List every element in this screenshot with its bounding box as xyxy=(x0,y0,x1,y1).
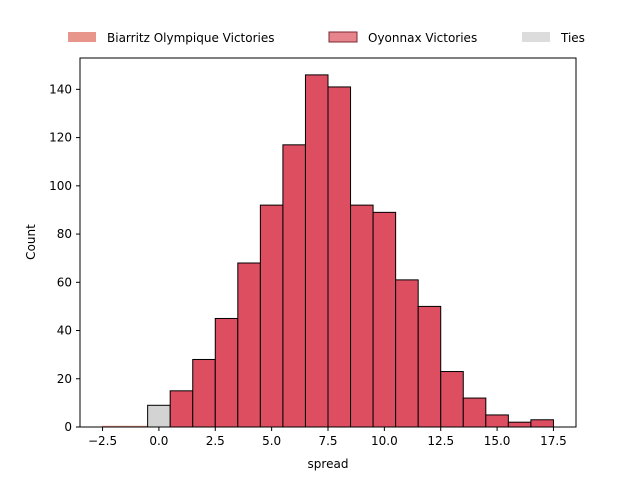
bar xyxy=(282,144,306,428)
y-tick-label: 60 xyxy=(57,275,72,289)
bar xyxy=(440,371,464,428)
legend: Biarritz Olympique Victories Oyonnax Vict… xyxy=(68,31,585,45)
x-axis-label: spread xyxy=(308,457,349,471)
x-tick-label: 2.5 xyxy=(206,434,225,448)
legend-label: Biarritz Olympique Victories xyxy=(107,31,275,45)
x-axis: −2.5 0.0 2.5 5.0 7.5 10.0 12.5 15.0 17.5 xyxy=(88,427,567,448)
x-tick-label: 17.5 xyxy=(540,434,567,448)
x-tick-label: 12.5 xyxy=(427,434,454,448)
bar xyxy=(237,262,261,428)
legend-label: Ties xyxy=(560,31,585,45)
y-tick-label: 0 xyxy=(64,420,72,434)
y-tick-label: 20 xyxy=(57,372,72,386)
legend-swatch xyxy=(328,31,358,43)
bar xyxy=(147,404,171,428)
bar xyxy=(259,204,284,428)
x-tick-label: −2.5 xyxy=(88,434,117,448)
y-tick-label: 80 xyxy=(57,227,72,241)
y-tick-label: 100 xyxy=(49,179,72,193)
bar xyxy=(462,397,487,428)
bar xyxy=(214,317,239,428)
y-tick-label: 40 xyxy=(57,324,72,338)
bars-layer xyxy=(102,74,554,428)
bar xyxy=(417,305,442,428)
x-tick-label: 0.0 xyxy=(149,434,168,448)
legend-label: Oyonnax Victories xyxy=(368,31,477,45)
bar xyxy=(372,211,397,428)
bar xyxy=(350,204,374,428)
legend-swatch xyxy=(522,32,550,42)
bar xyxy=(304,74,329,428)
bar xyxy=(395,279,419,428)
x-tick-label: 15.0 xyxy=(484,434,511,448)
legend-swatch xyxy=(68,32,96,42)
bar xyxy=(485,414,509,428)
y-tick-label: 120 xyxy=(49,131,72,145)
x-tick-label: 10.0 xyxy=(371,434,398,448)
bar xyxy=(507,421,532,428)
y-axis: 0 20 40 60 80 100 120 140 xyxy=(49,82,80,434)
y-tick-label: 140 xyxy=(49,82,72,96)
x-tick-label: 7.5 xyxy=(318,434,337,448)
bar xyxy=(530,419,554,428)
bar xyxy=(169,390,194,428)
bar xyxy=(327,86,352,428)
bar xyxy=(192,358,216,428)
y-axis-label: Count xyxy=(24,224,38,260)
x-tick-label: 5.0 xyxy=(262,434,281,448)
